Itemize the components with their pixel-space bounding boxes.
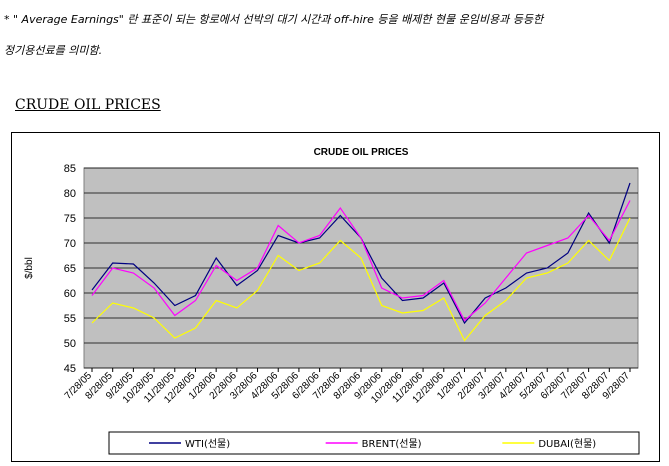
y-tick-label: 75	[64, 213, 76, 225]
legend-box	[108, 431, 640, 455]
y-tick-label: 70	[64, 238, 76, 250]
y-axis-label: $/bbl	[24, 257, 35, 279]
legend-label: WTI(선물)	[185, 438, 230, 450]
footnote-line-1: * " Average Earnings" 란 표준이 되는 항로에서 선박의 …	[4, 13, 544, 26]
legend-label: BRENT(선물)	[362, 438, 422, 450]
y-tick-label: 45	[64, 363, 76, 375]
chart-title: CRUDE OIL PRICES	[314, 147, 409, 158]
chart-container: CRUDE OIL PRICES 45 50 55 60 65 70 75 80 85 $/bbl 7…	[11, 132, 660, 462]
crude-oil-chart: CRUDE OIL PRICES455055606570758085$/bbl7…	[24, 147, 640, 455]
footnote-line-2: 정기용선료를 의미함.	[4, 44, 103, 57]
series-line	[91, 217, 631, 342]
series-line	[91, 200, 631, 322]
y-tick-label: 65	[64, 263, 76, 275]
y-tick-label: 55	[64, 313, 76, 325]
section-title: CRUDE OIL PRICES	[15, 97, 161, 113]
legend-label: DUBAI(현물)	[538, 438, 596, 450]
y-tick-label: 60	[64, 288, 76, 300]
y-tick-label: 50	[64, 338, 76, 350]
y-tick-label: 80	[64, 188, 76, 200]
y-tick-label: 85	[64, 163, 76, 175]
